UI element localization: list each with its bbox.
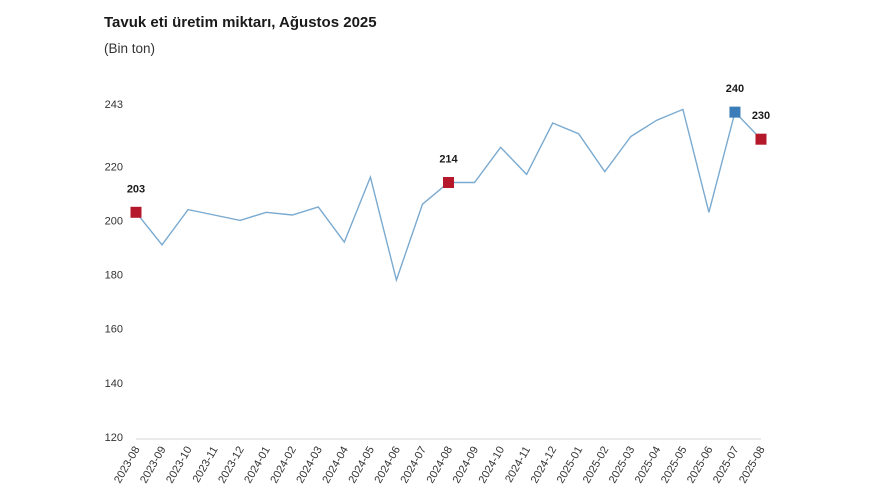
data-point-marker <box>130 206 142 218</box>
y-tick-label: 220 <box>105 161 123 173</box>
y-tick-label: 180 <box>105 270 123 282</box>
chart-title: Tavuk eti üretim miktarı, Ağustos 2025 <box>104 14 377 31</box>
data-label: 230 <box>752 110 770 122</box>
x-tick-label: 2025-08 <box>737 445 768 486</box>
data-label: 203 <box>127 183 145 195</box>
chart-subtitle: (Bin ton) <box>104 41 156 56</box>
y-tick-label: 243 <box>105 99 123 111</box>
y-tick-label: 160 <box>105 324 123 336</box>
series-line <box>135 108 762 283</box>
data-label: 240 <box>726 83 744 95</box>
y-tick-label: 120 <box>105 432 123 444</box>
y-tick-label: 140 <box>105 378 123 390</box>
data-point-marker <box>729 106 741 118</box>
data-label: 214 <box>439 154 458 166</box>
data-point-marker <box>755 133 767 145</box>
data-point-marker <box>443 177 454 189</box>
y-tick-label: 200 <box>105 215 123 227</box>
